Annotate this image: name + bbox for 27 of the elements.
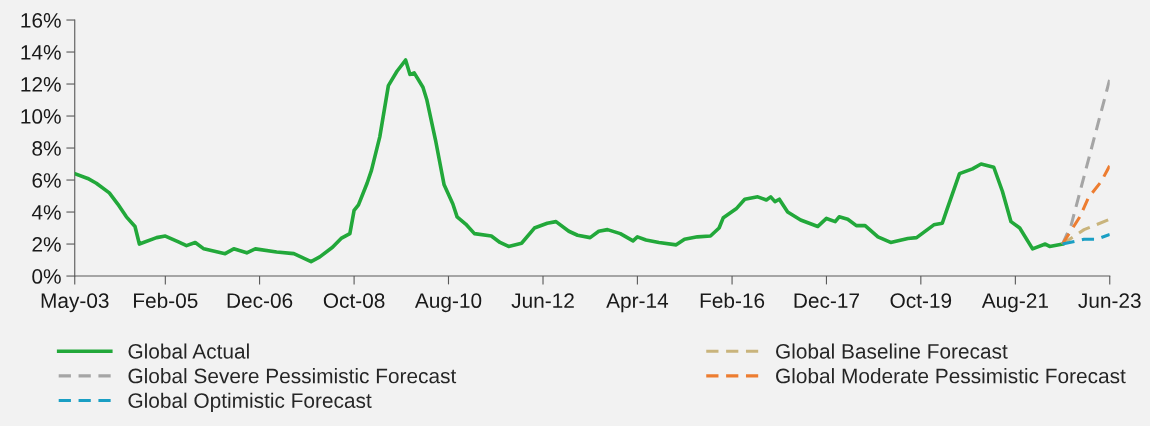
y-tick-label: 2% — [32, 237, 61, 252]
x-tick-label: Oct-19 — [890, 293, 952, 309]
y-tick-label: 4% — [31, 205, 61, 220]
y-tick-label: 10% — [21, 109, 61, 124]
x-tick-label: Feb-05 — [134, 292, 198, 309]
x-tick-label: Aug-21 — [981, 293, 1048, 313]
x-tick-label: Jun-23 — [1078, 293, 1141, 309]
x-tick-label: Jun-12 — [511, 293, 574, 309]
legend-label: Global Optimistic Forecast — [128, 392, 372, 413]
x-tick-label: Feb-16 — [700, 292, 765, 309]
line-series — [74, 58, 1065, 264]
legend-label: Global Severe Pessimistic Forecast — [128, 368, 457, 384]
legend-label: Global Moderate Pessimistic Forecast — [776, 368, 1126, 384]
y-tick-label: 14% — [21, 45, 61, 60]
y-tick-label: 0% — [32, 269, 61, 284]
y-tick-label: 16% — [21, 13, 61, 28]
x-tick-label: Dec-17 — [794, 293, 859, 309]
legend-label: Global Actual — [128, 343, 249, 359]
y-tick-label: 12% — [21, 77, 61, 92]
x-tick-label: Oct-08 — [323, 293, 385, 309]
legend-label: Global Baseline Forecast — [776, 343, 1008, 359]
x-tick-label: Apr-14 — [606, 293, 669, 313]
x-tick-label: Dec-06 — [227, 293, 293, 309]
y-tick-label: 8% — [32, 141, 61, 156]
y-tick-label: 6% — [32, 173, 61, 188]
x-tick-label: May-03 — [41, 293, 109, 313]
x-tick-label: Aug-10 — [414, 293, 482, 313]
